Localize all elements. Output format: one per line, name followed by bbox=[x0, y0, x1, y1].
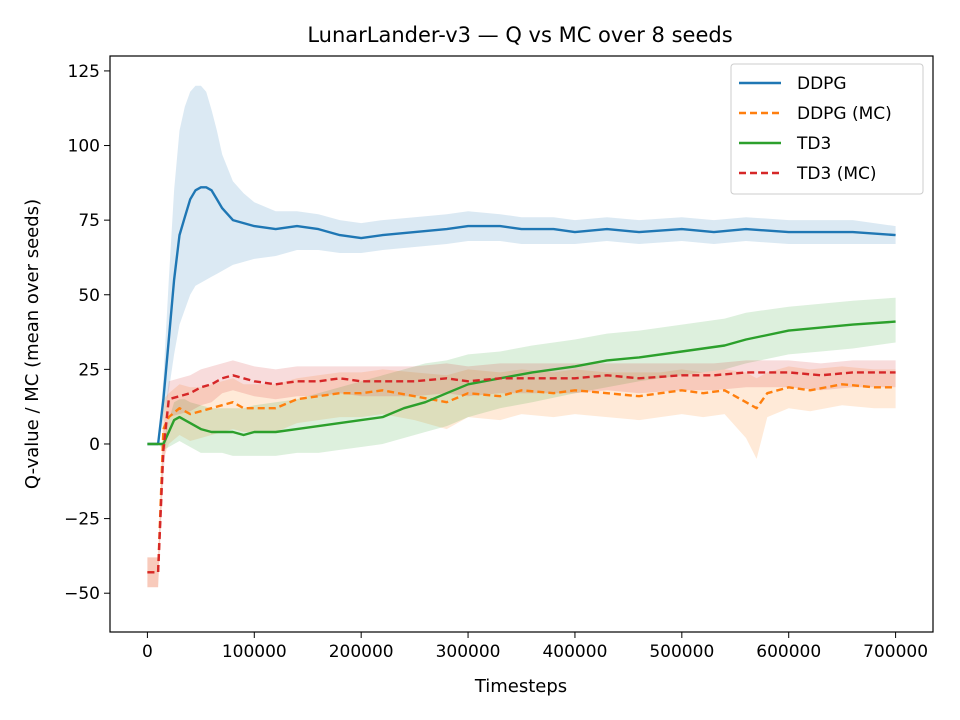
x-tick-label: 700000 bbox=[863, 642, 928, 662]
y-tick-label: 100 bbox=[68, 137, 100, 157]
x-tick-label: 200000 bbox=[329, 642, 394, 662]
y-tick-label: 75 bbox=[78, 211, 100, 231]
chart-title: LunarLander-v3 — Q vs MC over 8 seeds bbox=[307, 23, 732, 47]
series-lines bbox=[147, 186, 896, 574]
x-tick-label: 100000 bbox=[222, 642, 287, 662]
line-ddpg-mc bbox=[147, 383, 896, 574]
x-tick-label: 400000 bbox=[542, 642, 607, 662]
y-tick-label: −50 bbox=[64, 584, 100, 604]
y-tick-label: 125 bbox=[68, 62, 100, 82]
x-axis-label: Timesteps bbox=[474, 676, 567, 697]
plot-area-frame bbox=[109, 55, 934, 633]
x-tick-label: 0 bbox=[142, 642, 153, 662]
line-td3 bbox=[147, 320, 896, 446]
legend-label-td3: TD3 bbox=[796, 134, 831, 154]
y-tick-label: 50 bbox=[78, 286, 100, 306]
band-td3 bbox=[147, 297, 896, 456]
legend-label-ddpg-mc: DDPG (MC) bbox=[797, 104, 892, 124]
y-tick-label: −25 bbox=[64, 510, 100, 530]
legend-label-ddpg: DDPG bbox=[797, 74, 847, 94]
legend-label-td3-mc: TD3 (MC) bbox=[796, 164, 877, 184]
legend-box bbox=[730, 63, 924, 195]
band-td3-mc bbox=[147, 360, 896, 588]
line-td3-mc bbox=[147, 371, 896, 574]
x-tick-label: 500000 bbox=[649, 642, 714, 662]
x-tick-label: 300000 bbox=[436, 642, 501, 662]
y-tick-label: 25 bbox=[78, 360, 100, 380]
x-axis-ticks: 0 100000 200000 300000 400000 500000 600000 700… bbox=[142, 632, 928, 662]
y-axis-label: Q-value / MC (mean over seeds) bbox=[22, 199, 43, 489]
legend: DDPG DDPG (MC) TD3 TD3 (MC) bbox=[730, 63, 924, 195]
y-tick-label: 0 bbox=[89, 435, 100, 455]
x-tick-label: 600000 bbox=[756, 642, 821, 662]
line-ddpg bbox=[147, 186, 896, 446]
y-axis-ticks: −50 −25 0 25 50 75 100 125 bbox=[64, 62, 110, 604]
